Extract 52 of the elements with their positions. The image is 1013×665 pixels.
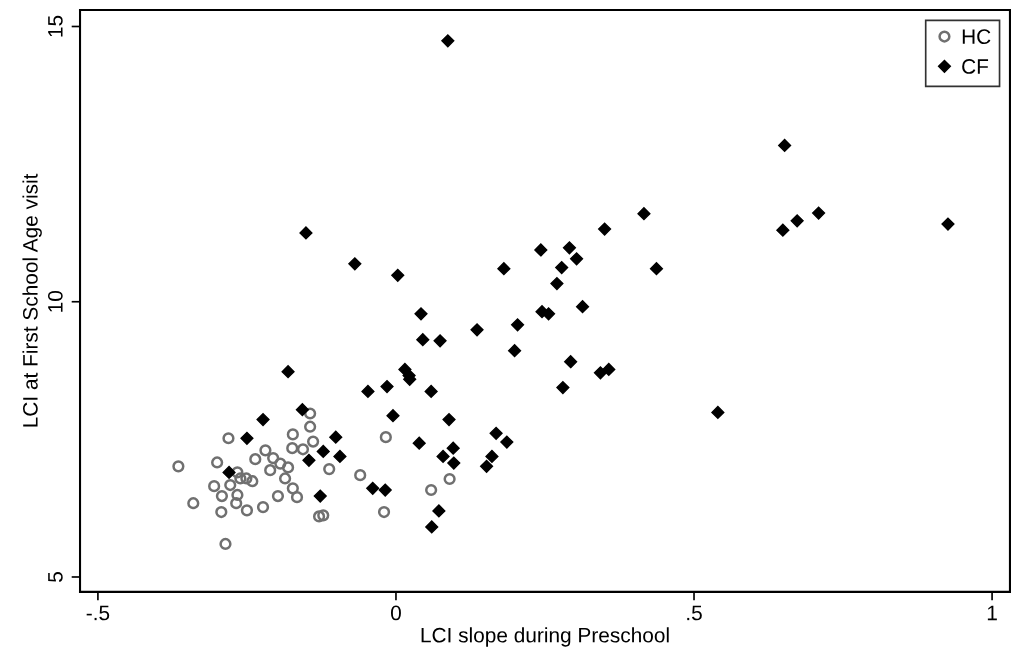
point [443,472,456,486]
y-tick-label: 5 [48,572,63,582]
point [240,504,254,517]
point [281,461,295,474]
point [317,509,330,522]
point [249,453,262,466]
y-tick-label: 10 [47,290,63,312]
point [271,489,285,503]
point [323,462,336,476]
point [354,469,367,482]
point [264,464,277,477]
point [231,488,244,502]
point [231,466,244,479]
point [219,537,232,551]
point [425,483,438,497]
point [296,443,310,456]
point [208,480,221,493]
point [222,432,235,445]
x-tick-label: 0 [390,605,401,621]
x-tick-label: 1 [987,605,997,621]
point [256,500,270,514]
point [211,456,224,469]
point [240,472,253,485]
point [215,489,229,503]
point [290,491,304,504]
point [286,428,299,441]
point [278,472,292,485]
point [286,482,299,495]
point [312,510,326,523]
point [187,497,200,510]
point [304,420,317,433]
x-tick-label: .5 [687,605,702,621]
point [274,457,287,470]
point [304,407,317,420]
x-axis-title: LCI slope during Preschool [421,627,669,647]
point [224,478,237,492]
y-axis-title: LCI at First School Age visit [22,173,42,427]
x-tick-label: -.5 [86,605,110,621]
point [377,505,391,519]
point [215,505,228,519]
point [259,444,272,457]
legend-label: CF [962,59,989,74]
point [379,431,392,444]
point [307,435,320,448]
point [230,497,243,510]
point [286,442,299,455]
point [172,460,185,473]
point [246,475,259,488]
legend-label: HC [962,29,991,45]
point [267,451,280,465]
point [234,472,247,485]
y-tick-label: 15 [48,15,63,37]
